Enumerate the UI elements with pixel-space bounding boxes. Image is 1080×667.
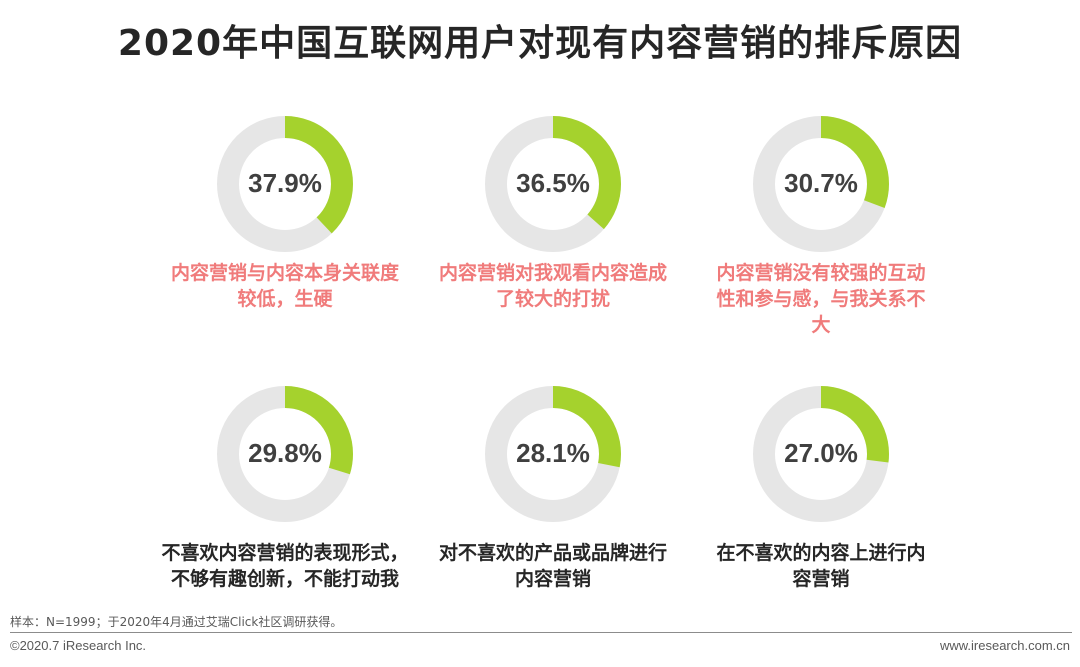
donut-svg	[753, 386, 889, 522]
donut-chart: 37.9%	[215, 114, 355, 254]
chart-title: 2020年中国互联网用户对现有内容营销的排斥原因	[117, 23, 963, 64]
reason-label-line: 不够有趣创新，不能打动我	[170, 568, 399, 590]
donut-chart: 27.0%	[751, 384, 891, 524]
reason-label-line: 性和参与感，与我关系不	[716, 288, 926, 310]
reason-label: 在不喜欢的内容上进行内 容营销	[681, 540, 961, 592]
reason-label-line: 了较大的打扰	[495, 288, 610, 310]
reason-label: 内容营销与内容本身关联度 较低，生硬	[145, 260, 425, 312]
reason-label-line: 不喜欢内容营销的表现形式，	[161, 542, 409, 564]
donut-svg	[485, 116, 621, 252]
donut-svg	[217, 386, 353, 522]
reason-label: 内容营销没有较强的互动 性和参与感，与我关系不大	[681, 260, 961, 338]
reason-label-line: 容营销	[792, 568, 850, 590]
percentage-label: 28.1%	[516, 438, 590, 468]
percentage-label: 27.0%	[784, 438, 858, 468]
copyright-text: ©2020.7 iResearch Inc.	[10, 638, 147, 653]
reason-label-line: 内容营销对我观看内容造成	[438, 262, 667, 284]
reason-label-line: 内容营销	[514, 568, 591, 590]
reason-label-line: 内容营销没有较强的互动	[716, 262, 926, 284]
donut-chart: 28.1%	[483, 384, 623, 524]
donut-value-arc	[217, 386, 353, 522]
percentage-label: 29.8%	[248, 438, 322, 468]
donut-svg	[753, 116, 889, 252]
reason-label: 内容营销对我观看内容造成 了较大的打扰	[413, 260, 693, 312]
donut-value-arc	[217, 116, 353, 252]
percentage-label: 36.5%	[516, 168, 590, 198]
sample-note: 样本：N=1999；于2020年4月通过艾瑞Click社区调研获得。	[10, 615, 343, 629]
reason-label-line: 在不喜欢的内容上进行内	[716, 542, 926, 564]
reason-label-line: 内容营销与内容本身关联度	[170, 262, 399, 284]
website-link[interactable]: www.iresearch.com.cn	[939, 638, 1070, 653]
donut-chart: 36.5%	[483, 114, 623, 254]
donut-value-arc	[485, 386, 621, 522]
percentage-label: 37.9%	[248, 168, 322, 198]
donut-chart: 30.7%	[751, 114, 891, 254]
reason-label-line: 对不喜欢的产品或品牌进行	[438, 542, 667, 564]
footer-divider	[10, 632, 1072, 633]
reason-label: 不喜欢内容营销的表现形式， 不够有趣创新，不能打动我	[145, 540, 425, 592]
donut-svg	[485, 386, 621, 522]
donut-value-arc	[753, 386, 889, 522]
percentage-label: 30.7%	[784, 168, 858, 198]
donut-chart: 29.8%	[215, 384, 355, 524]
reason-label: 对不喜欢的产品或品牌进行 内容营销	[413, 540, 693, 592]
reason-label-line: 较低，生硬	[237, 288, 333, 310]
donut-value-arc	[753, 116, 889, 252]
donut-value-arc	[485, 116, 621, 252]
reason-label-line: 大	[811, 314, 831, 336]
donut-svg	[217, 116, 353, 252]
